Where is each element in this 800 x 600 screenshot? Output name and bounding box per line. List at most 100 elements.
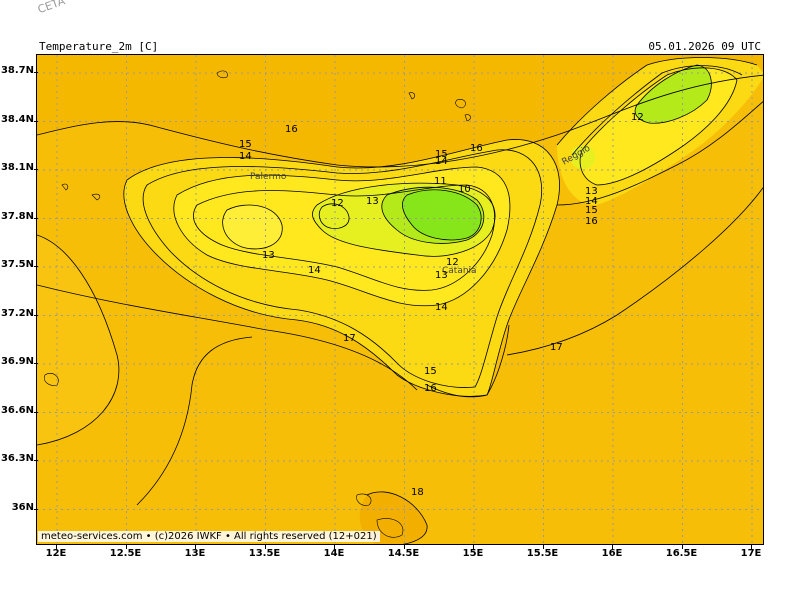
contour-label: 11 <box>434 176 447 187</box>
longitude-tick <box>195 545 196 549</box>
copyright-footer: meteo-services.com • (c)2026 IWKF • All … <box>38 531 380 542</box>
latitude-tick <box>34 508 38 510</box>
longitude-tick <box>612 545 613 549</box>
latitude-tick <box>34 169 38 170</box>
contour-label: 17 <box>550 342 563 353</box>
island-aeolian-2 <box>455 99 466 109</box>
longitude-tick <box>125 545 127 549</box>
longitude-label: 14.5E <box>387 548 420 559</box>
map-grid <box>37 55 763 544</box>
etna-coldest-zone <box>402 189 482 240</box>
longitude-tick <box>334 545 335 549</box>
contour-16-north <box>37 74 763 168</box>
contour-label: 13 <box>435 270 448 281</box>
longitude-tick <box>542 545 544 549</box>
west-cool-spot <box>222 205 283 249</box>
contour-15-south <box>426 324 510 398</box>
contour-label: 15 <box>424 366 437 377</box>
island-ustica <box>216 70 228 79</box>
latitude-label: 38.4N <box>0 113 34 125</box>
longitude-label: 13E <box>184 548 206 559</box>
contour-17-sw <box>136 336 253 506</box>
contour-label: 15 <box>239 139 252 150</box>
latitude-label: 37.5N <box>0 259 34 270</box>
longitude-tick <box>403 545 405 549</box>
island-gozo <box>356 493 372 506</box>
contour-17-east <box>506 187 763 356</box>
contour-10 <box>402 189 482 241</box>
longitude-label: 12E <box>45 548 67 559</box>
longitude-label: 12.5E <box>109 548 142 559</box>
longitude-label: 15.5E <box>526 548 559 559</box>
contour-label: 16 <box>470 143 483 154</box>
contour-12-small <box>318 203 350 229</box>
latitude-tick <box>34 217 38 219</box>
contour-label: 15 <box>435 149 448 160</box>
reggio-cool-spot <box>572 145 596 170</box>
latitude-label: 36.9N <box>0 356 34 367</box>
latitude-label: 37.2N <box>0 307 34 319</box>
longitude-tick <box>264 545 266 549</box>
contour-label: 13 <box>366 196 379 207</box>
contour-label: 14 <box>308 265 321 276</box>
latitude-tick <box>34 460 38 461</box>
contour-label: 14 <box>585 196 598 207</box>
island-egadi-2 <box>91 193 101 201</box>
latitude-label: 36.6N <box>0 404 34 416</box>
contour-lines <box>37 57 763 544</box>
calabria-cold-zone <box>635 65 712 124</box>
longitude-tick <box>56 545 57 549</box>
contour-calabria-3 <box>579 67 738 186</box>
island-malta <box>376 518 404 538</box>
contour-island-mid <box>142 149 542 388</box>
contour-calabria-12 <box>634 64 712 124</box>
contour-12 <box>312 182 496 257</box>
watermark-text: CETA - IWKF <box>36 0 103 16</box>
longitude-label: 16E <box>601 548 623 559</box>
longitude-tick <box>473 545 474 549</box>
latitude-tick <box>34 411 38 413</box>
longitude-tick <box>751 545 752 549</box>
latitude-label: 37.8N <box>0 210 34 222</box>
latitude-label: 38.1N <box>0 162 34 173</box>
longitude-label: 13.5E <box>248 548 281 559</box>
contour-island-outer <box>123 139 560 397</box>
latitude-tick <box>34 314 38 316</box>
latitude-tick <box>34 72 38 73</box>
contour-label: 16 <box>285 124 298 135</box>
contour-label: 16 <box>424 383 437 394</box>
contour-label: 12 <box>631 112 644 123</box>
contour-calabria-1 <box>556 57 758 146</box>
map-panel: Palermo Catania Reggio 16 15 14 15 14 16… <box>36 54 764 545</box>
contour-label: 18 <box>411 487 424 498</box>
island-aeolian-3 <box>464 114 471 122</box>
latitude-tick <box>34 266 38 267</box>
contour-label: 13 <box>585 186 598 197</box>
contour-18 <box>366 491 428 544</box>
map-title: Temperature_2m [C] <box>39 40 159 53</box>
longitude-label: 16.5E <box>665 548 698 559</box>
contour-label: 14 <box>239 151 252 162</box>
contour-label: 14 <box>435 302 448 313</box>
contour-label: 13 <box>262 250 275 261</box>
latitude-label: 38.7N <box>0 65 34 76</box>
latitude-tick <box>34 120 38 122</box>
contour-14 <box>173 166 511 307</box>
malta-warm-spot <box>359 491 428 544</box>
island-egadi-1 <box>61 183 69 191</box>
latitude-label: 36N <box>11 501 34 513</box>
contour-11 <box>381 186 485 244</box>
city-label-catania: Catania <box>442 266 477 276</box>
map-header: Temperature_2m [C] 05.01.2026 09 UTC <box>36 40 764 54</box>
contour-label: 12 <box>446 257 459 268</box>
temperature-map: Palermo Catania Reggio 16 15 14 15 14 16… <box>37 55 763 544</box>
contour-label: 15 <box>585 205 598 216</box>
contour-17-south <box>37 284 418 391</box>
map-datetime: 05.01.2026 09 UTC <box>648 40 761 53</box>
coastline-details <box>44 70 471 538</box>
latitude-label: 36.3N <box>0 453 34 464</box>
longitude-tick <box>681 545 683 549</box>
contour-label: 17 <box>343 333 356 344</box>
contour-label: 16 <box>585 216 598 227</box>
city-label-palermo: Palermo <box>250 172 287 182</box>
